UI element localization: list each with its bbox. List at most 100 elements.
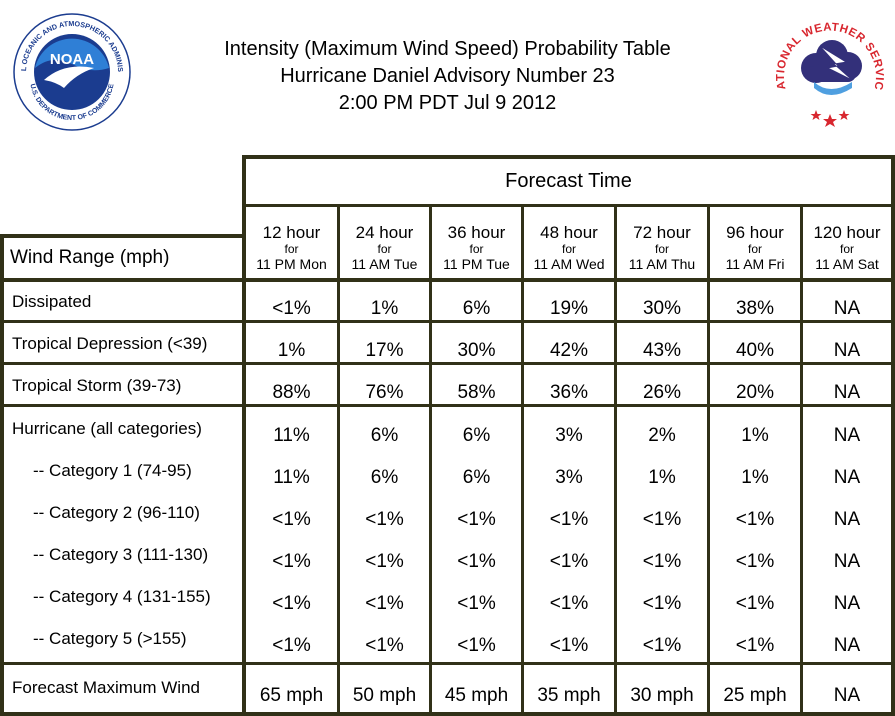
- table-cell: <1%: [642, 635, 682, 656]
- grid-line: [800, 204, 803, 716]
- table-cell: <1%: [642, 593, 682, 614]
- stars-icon: [810, 110, 850, 127]
- noaa-center-text: NOAA: [50, 51, 94, 68]
- column-header: 12 hour for 11 PM Mon: [246, 218, 337, 278]
- table-cell: 6%: [370, 467, 399, 488]
- table-cell: <1%: [272, 551, 311, 572]
- column-for: for: [377, 242, 392, 256]
- table-cell: NA: [833, 551, 861, 572]
- column-hours: 36 hour: [447, 223, 506, 242]
- subtitle-line: Hurricane Daniel Advisory Number 23: [280, 65, 615, 87]
- column-hours: 120 hour: [813, 223, 881, 242]
- table-cell: 19%: [549, 298, 589, 319]
- grid-line: [337, 204, 340, 716]
- column-for: for: [469, 242, 484, 256]
- grid-line: [521, 204, 524, 716]
- table-cell: <1%: [549, 509, 589, 530]
- table-cell: 25 mph: [723, 685, 787, 706]
- column-time: 11 AM Thu: [628, 256, 696, 272]
- column-header: 48 hour for 11 AM Wed: [524, 218, 614, 278]
- table-cell: <1%: [272, 635, 311, 656]
- grid-line: [0, 712, 895, 716]
- table-cell: 36%: [549, 382, 589, 403]
- row-label-dissipated: Dissipated: [12, 292, 92, 311]
- column-header: 36 hour for 11 PM Tue: [432, 218, 521, 278]
- table-cell: 42%: [549, 340, 589, 361]
- row-label-category-1: -- Category 1 (74-95): [33, 461, 192, 480]
- page-title: Intensity (Maximum Wind Speed) Probabili…: [0, 36, 895, 117]
- timestamp-line: 2:00 PM PDT Jul 9 2012: [338, 92, 557, 114]
- table-cell: NA: [833, 425, 861, 446]
- column-for: for: [561, 242, 576, 256]
- grid-line: [0, 234, 246, 238]
- table-cell: <1%: [272, 298, 311, 319]
- table-cell: <1%: [365, 551, 404, 572]
- table-cell: 1%: [277, 340, 306, 361]
- table-cell: 3%: [555, 425, 583, 446]
- table-cell: <1%: [642, 509, 682, 530]
- row-header-label: Wind Range (mph): [10, 247, 170, 268]
- table-cell: <1%: [549, 635, 589, 656]
- table-cell: 11%: [273, 425, 310, 446]
- column-for: for: [839, 242, 854, 256]
- table-cell: 38%: [735, 298, 775, 319]
- table-cell: 65 mph: [259, 685, 324, 706]
- table-cell: NA: [833, 635, 861, 656]
- table-cell: 2%: [648, 425, 676, 446]
- table-cell: 6%: [462, 425, 491, 446]
- table-cell: 30%: [642, 298, 682, 319]
- table-cell: <1%: [365, 635, 404, 656]
- table-cell: 58%: [457, 382, 496, 403]
- table-cell: <1%: [457, 551, 496, 572]
- table-cell: NA: [833, 298, 861, 319]
- grid-line: [891, 155, 895, 716]
- column-header: 24 hour for 11 AM Tue: [340, 218, 429, 278]
- table-cell: <1%: [457, 635, 496, 656]
- table-cell: <1%: [457, 593, 496, 614]
- column-time: 11 AM Fri: [725, 256, 785, 272]
- column-for: for: [284, 242, 299, 256]
- table-cell: NA: [833, 593, 861, 614]
- table-cell: 1%: [370, 298, 399, 319]
- table-cell: <1%: [642, 551, 682, 572]
- table-cell: 6%: [462, 467, 491, 488]
- table-cell: 20%: [735, 382, 775, 403]
- table-cell: <1%: [735, 509, 775, 530]
- table-cell: 43%: [642, 340, 682, 361]
- table-cell: 1%: [648, 467, 676, 488]
- table-cell: NA: [833, 509, 861, 530]
- table-cell: <1%: [365, 509, 404, 530]
- grid-line: [242, 155, 895, 159]
- table-cell: 3%: [555, 467, 583, 488]
- table-cell: <1%: [457, 509, 496, 530]
- table-cell: <1%: [272, 593, 311, 614]
- table-cell: 30%: [457, 340, 496, 361]
- table-cell: 26%: [642, 382, 682, 403]
- row-label-category-4: -- Category 4 (131-155): [33, 587, 211, 606]
- table-cell: 50 mph: [352, 685, 417, 706]
- grid-line: [0, 278, 895, 282]
- grid-line: [0, 234, 4, 716]
- row-label-category-2: -- Category 2 (96-110): [33, 503, 200, 522]
- noaa-logo: NATIONAL OCEANIC AND ATMOSPHERIC ADMINIS…: [12, 12, 131, 131]
- column-header: 72 hour for 11 AM Thu: [617, 218, 707, 278]
- column-for: for: [747, 242, 762, 256]
- table-cell: 35 mph: [537, 685, 601, 706]
- grid-line: [0, 362, 895, 365]
- title-line: Intensity (Maximum Wind Speed) Probabili…: [224, 38, 671, 60]
- table-cell: NA: [833, 340, 861, 361]
- table-cell: 6%: [370, 425, 399, 446]
- column-for: for: [654, 242, 669, 256]
- row-label-tropical-depression: Tropical Depression (<39): [12, 334, 208, 353]
- table-cell: NA: [833, 382, 861, 403]
- column-hours: 72 hour: [633, 223, 691, 242]
- column-hours: 48 hour: [540, 223, 598, 242]
- column-time: 11 PM Tue: [443, 256, 510, 272]
- table-cell: 1%: [741, 425, 769, 446]
- nws-logo: NATIONAL WEATHER SERVICE: [774, 6, 885, 127]
- table-cell: 88%: [272, 382, 311, 403]
- table-cell: NA: [833, 685, 861, 706]
- column-hours: 24 hour: [355, 223, 414, 242]
- grid-line: [0, 404, 895, 407]
- table-cell: 76%: [365, 382, 404, 403]
